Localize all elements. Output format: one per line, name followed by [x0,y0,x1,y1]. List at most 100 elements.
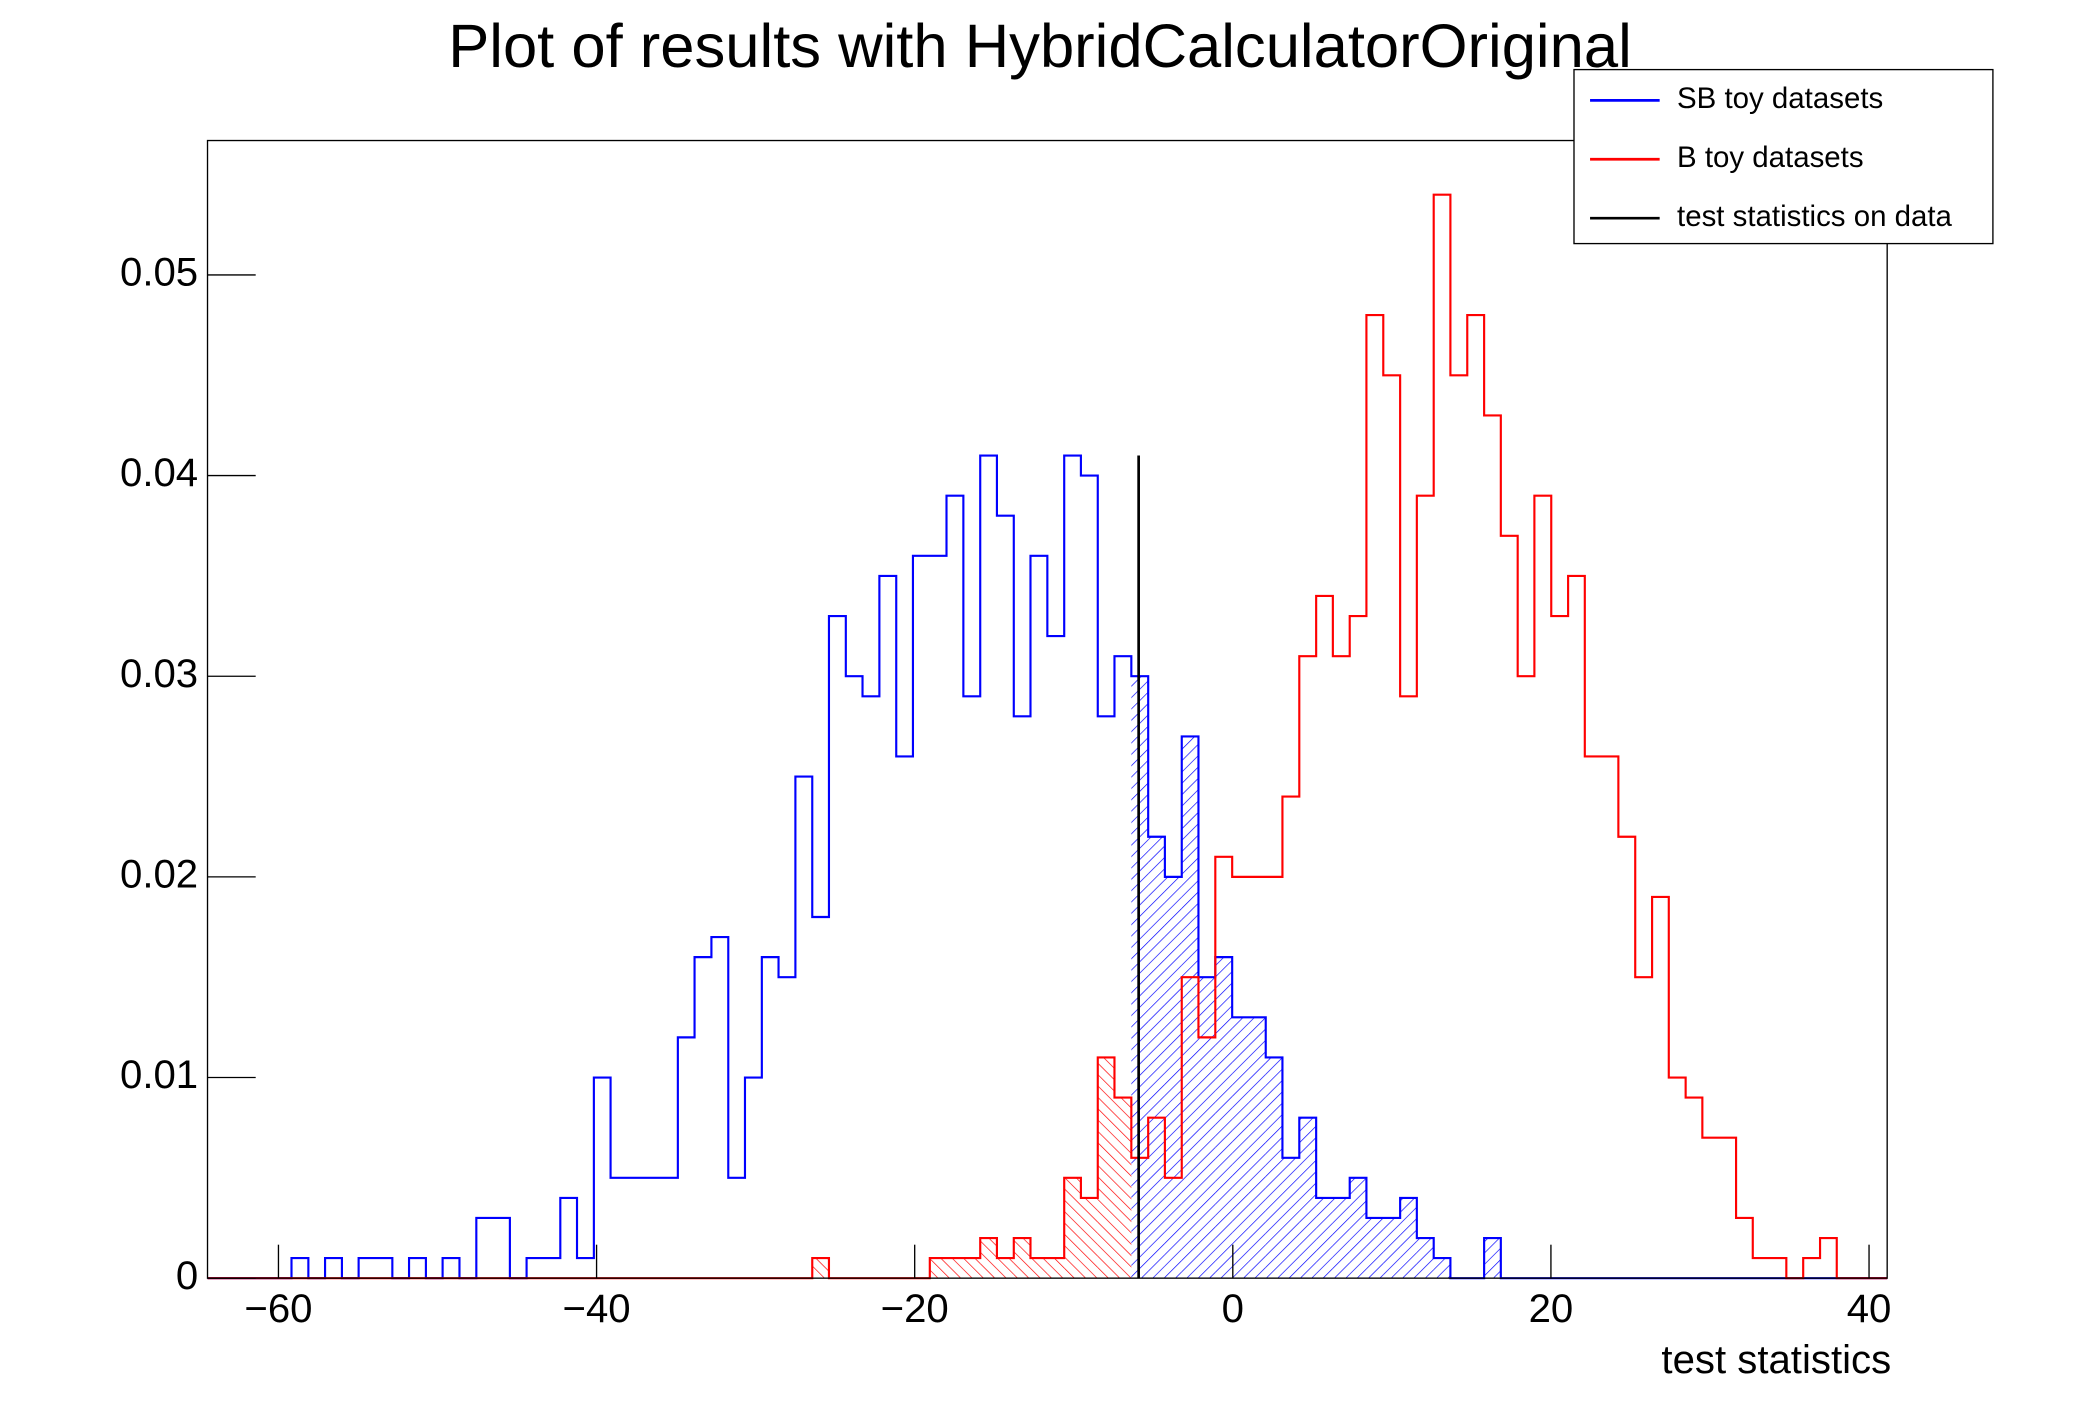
histogram-bar [1736,1218,1753,1278]
y-tick-label: 0.05 [120,250,198,295]
histogram-bar [896,756,913,1278]
histogram-bar [1030,556,1047,1278]
histogram-bar [812,917,829,1278]
y-tick-label: 0.02 [120,851,198,896]
histogram-bar [963,696,980,1278]
histogram-bar [1047,1258,1065,1279]
histogram-bar [1534,496,1551,1278]
histogram-bar [1299,1117,1317,1279]
histogram-bar [1400,1197,1417,1279]
histogram-bar [1450,375,1467,1278]
legend-label: test statistics on data [1677,200,1953,233]
histogram-bar [1501,536,1518,1278]
histogram-bar [627,1178,644,1278]
histogram-bar [1333,656,1350,1278]
x-tick-label: −60 [244,1286,312,1331]
histogram-bar [1047,636,1064,1278]
histogram-bar [1198,977,1216,1279]
histogram-bar [711,937,728,1278]
histogram-bar [1467,315,1484,1278]
histogram-bar [1282,1157,1300,1279]
histogram-bar [1602,756,1619,1278]
histogram-bar [1652,897,1669,1278]
histogram-bar [1434,195,1451,1278]
histogram-bar [846,676,863,1278]
histogram-bar [745,1078,762,1279]
histogram-bar [291,1258,308,1278]
histogram-bar [409,1258,426,1278]
histogram-bar [1030,1258,1048,1279]
histogram-bar [779,977,796,1278]
y-tick-label: 0.01 [120,1052,198,1097]
plot-frame [206,139,1888,1279]
histogram-bar [1433,1258,1451,1279]
histogram-bar [1635,977,1652,1278]
histogram-bar [1770,1258,1787,1278]
histogram-outline [207,193,1888,1280]
histogram-bar [946,1258,964,1279]
x-tick-label: −40 [563,1286,631,1331]
histogram-bar [829,616,846,1278]
histogram-bar [1148,836,1165,1279]
histogram-bar [493,1218,510,1278]
histogram-bar [695,957,712,1278]
histogram-bar [1265,1057,1283,1279]
y-tick-label: 0 [176,1253,198,1298]
histogram-bar [1719,1138,1736,1278]
histogram-bar [1248,1017,1266,1279]
y-tick-label: 0.03 [120,651,198,696]
histogram-bar [762,957,779,1278]
histogram-bar [1366,315,1383,1278]
histogram-bar [1551,616,1568,1278]
x-axis-title: test statistics [1661,1337,1891,1382]
histogram-bar [1332,1197,1350,1279]
histogram-bar [795,777,812,1279]
histogram-bar [929,1258,947,1279]
histogram-bar [1383,375,1400,1278]
legend-label: B toy datasets [1677,141,1864,174]
histogram-bar [1484,415,1501,1278]
histogram-bar [1349,1177,1367,1279]
histogram-bar [1114,1097,1132,1279]
histogram-bar [1518,676,1535,1278]
histogram-bar [1400,696,1417,1278]
x-tick-label: −20 [881,1286,949,1331]
histogram-bar [1081,476,1098,1279]
histogram-bar [1013,1238,1031,1279]
histogram-bar [996,1258,1014,1279]
histogram-bar [1669,1078,1686,1279]
histogram-bar [1753,1258,1770,1278]
histogram-bar [947,496,964,1278]
x-tick-label: 20 [1529,1286,1574,1331]
histogram-bar [1064,1177,1081,1279]
x-tick-label: 40 [1847,1286,1892,1331]
histogram-bar [1215,957,1233,1279]
histogram-bar [930,556,947,1278]
legend: SB toy datasets B toy datasets test statis… [1573,68,1994,245]
histogram-bar [359,1258,376,1278]
histogram-bar [325,1258,342,1278]
histogram-bar [1064,456,1081,1279]
histogram-bar [611,1178,628,1278]
histogram-bar [980,456,997,1279]
histogram-bar [1484,1238,1501,1279]
histogram-bar [1316,596,1333,1278]
legend-box [1573,68,1994,245]
legend-label: SB toy datasets [1677,82,1883,115]
histogram-bar [443,1258,460,1278]
chart-title: Plot of results with HybridCalculatorOri… [448,12,1632,81]
histogram-bar [1618,837,1635,1278]
histogram-bar [1585,756,1602,1278]
histogram-bar [963,1258,981,1279]
histogram-bar [913,556,930,1278]
histogram-bar [1383,1217,1401,1279]
histogram-bar [1686,1098,1703,1279]
histogram-bar [661,1178,678,1278]
histogram-bar [1232,1017,1249,1279]
histogram-bar [997,516,1014,1278]
histogram-bar [560,1198,577,1278]
histogram-bar [678,1037,695,1278]
histogram-bar [1080,1197,1098,1279]
